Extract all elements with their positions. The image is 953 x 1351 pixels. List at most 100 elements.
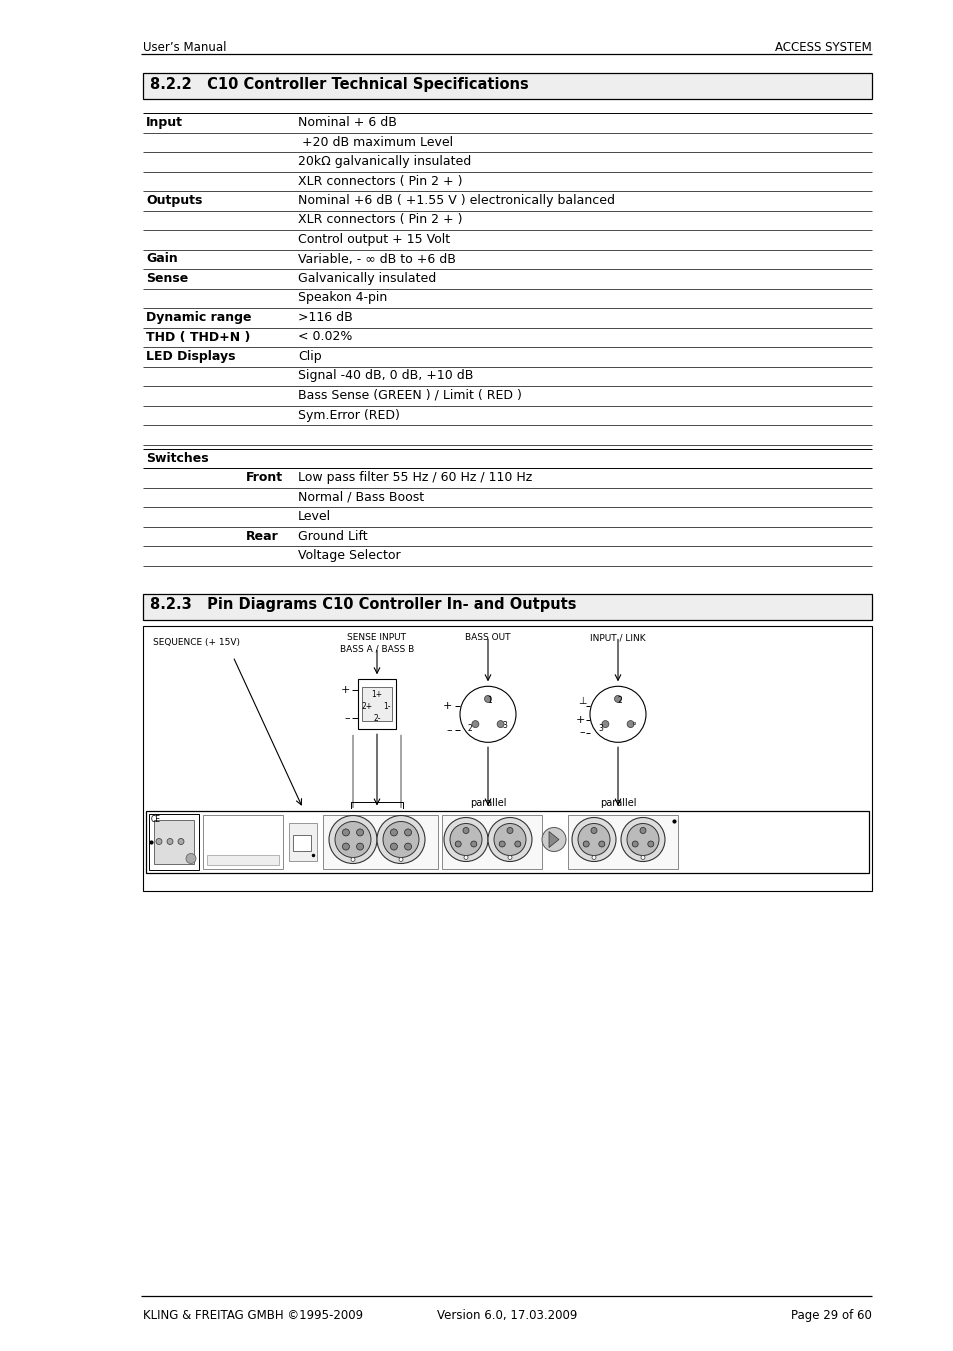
Text: Nominal + 6 dB: Nominal + 6 dB [297,116,396,128]
Circle shape [167,839,172,844]
Text: Variable, - ∞ dB to +6 dB: Variable, - ∞ dB to +6 dB [297,253,456,266]
Text: BASS A / BASS B: BASS A / BASS B [339,644,414,654]
Circle shape [443,817,488,862]
Text: THD ( THD+N ): THD ( THD+N ) [146,331,250,343]
Text: Clip: Clip [297,350,321,363]
Circle shape [488,817,532,862]
Circle shape [462,828,469,834]
Circle shape [484,696,491,703]
Text: Sense: Sense [146,272,188,285]
Text: 2: 2 [617,696,621,705]
Circle shape [356,830,363,836]
Circle shape [507,855,512,859]
Text: INPUT / LINK: INPUT / LINK [590,634,645,643]
Circle shape [472,720,478,728]
Text: Level: Level [297,509,331,523]
Circle shape [592,855,596,859]
Bar [323,815,437,869]
Circle shape [639,828,645,834]
Circle shape [541,828,565,851]
Circle shape [390,830,397,836]
Text: 1: 1 [487,696,492,705]
Text: SENSE INPUT: SENSE INPUT [347,634,406,643]
Polygon shape [548,831,558,847]
Circle shape [497,720,503,728]
Circle shape [601,720,608,728]
Bar [143,73,871,99]
Text: Dynamic range: Dynamic range [146,311,252,324]
Text: +: + [575,715,584,725]
Circle shape [376,816,424,863]
Text: ⊥: ⊥ [578,696,586,707]
Circle shape [178,839,184,844]
Circle shape [356,843,363,850]
Circle shape [640,855,644,859]
Text: Page 29 of 60: Page 29 of 60 [790,1309,871,1323]
Text: Bass Sense (GREEN ) / Limit ( RED ): Bass Sense (GREEN ) / Limit ( RED ) [297,389,521,403]
Text: LED Displays: LED Displays [146,350,235,363]
Circle shape [572,817,616,862]
Bar [149,813,199,870]
Text: User’s Manual: User’s Manual [143,41,226,54]
Circle shape [459,686,516,742]
Bar [567,815,678,869]
Circle shape [626,824,659,855]
Text: 2-: 2- [373,715,380,723]
Circle shape [578,824,609,855]
Text: Normal / Bass Boost: Normal / Bass Boost [297,490,424,504]
Circle shape [404,830,411,836]
Text: +20 dB maximum Level: +20 dB maximum Level [297,135,453,149]
Circle shape [351,858,355,862]
Text: 8.2.2   C10 Controller Technical Specifications: 8.2.2 C10 Controller Technical Specifica… [150,77,528,92]
Text: XLR connectors ( Pin 2 + ): XLR connectors ( Pin 2 + ) [297,213,462,227]
Circle shape [335,821,371,858]
Bar [146,811,868,873]
Text: 2+: 2+ [361,703,373,711]
Text: Signal -40 dB, 0 dB, +10 dB: Signal -40 dB, 0 dB, +10 dB [297,370,473,382]
Circle shape [404,843,411,850]
Text: < 0.02%: < 0.02% [297,331,352,343]
Text: Front: Front [246,471,283,484]
Text: –: – [446,724,452,735]
Text: –: – [344,713,350,723]
Circle shape [498,842,505,847]
Text: Speakon 4-pin: Speakon 4-pin [297,292,387,304]
Bar [203,815,283,869]
Bar [357,680,395,730]
Text: Ground Lift: Ground Lift [297,530,367,543]
Text: KLING & FREITAG GMBH ©1995-2009: KLING & FREITAG GMBH ©1995-2009 [143,1309,363,1323]
Circle shape [186,854,195,863]
Text: Sym.Error (RED): Sym.Error (RED) [297,408,399,422]
Circle shape [382,821,418,858]
Text: 2: 2 [467,724,472,734]
Text: Nominal +6 dB ( +1.55 V ) electronically balanced: Nominal +6 dB ( +1.55 V ) electronically… [297,195,615,207]
Text: >116 dB: >116 dB [297,311,353,324]
Bar [293,835,311,851]
Text: 1-: 1- [383,703,391,711]
Text: 8.2.3   Pin Diagrams C10 Controller In- and Outputs: 8.2.3 Pin Diagrams C10 Controller In- an… [150,597,576,612]
Text: Switches: Switches [146,451,209,465]
Text: Low pass filter 55 Hz / 60 Hz / 110 Hz: Low pass filter 55 Hz / 60 Hz / 110 Hz [297,471,532,484]
Bar [361,688,392,721]
Circle shape [506,828,513,834]
Circle shape [590,828,597,834]
Bar [143,626,871,890]
Text: CE: CE [151,816,161,824]
Text: +: + [340,685,350,696]
Text: BASS OUT: BASS OUT [465,634,510,643]
Text: Voltage Selector: Voltage Selector [297,549,400,562]
Text: Rear: Rear [246,530,278,543]
Circle shape [450,824,481,855]
Circle shape [470,842,476,847]
Circle shape [156,839,162,844]
Circle shape [647,842,653,847]
Circle shape [598,842,604,847]
Circle shape [626,720,634,728]
Text: parallel: parallel [469,798,506,808]
Circle shape [614,696,620,703]
Circle shape [582,842,589,847]
Text: Version 6.0, 17.03.2009: Version 6.0, 17.03.2009 [436,1309,577,1323]
Text: Input: Input [146,116,183,128]
Bar [289,823,316,861]
Text: 1+: 1+ [371,690,382,700]
